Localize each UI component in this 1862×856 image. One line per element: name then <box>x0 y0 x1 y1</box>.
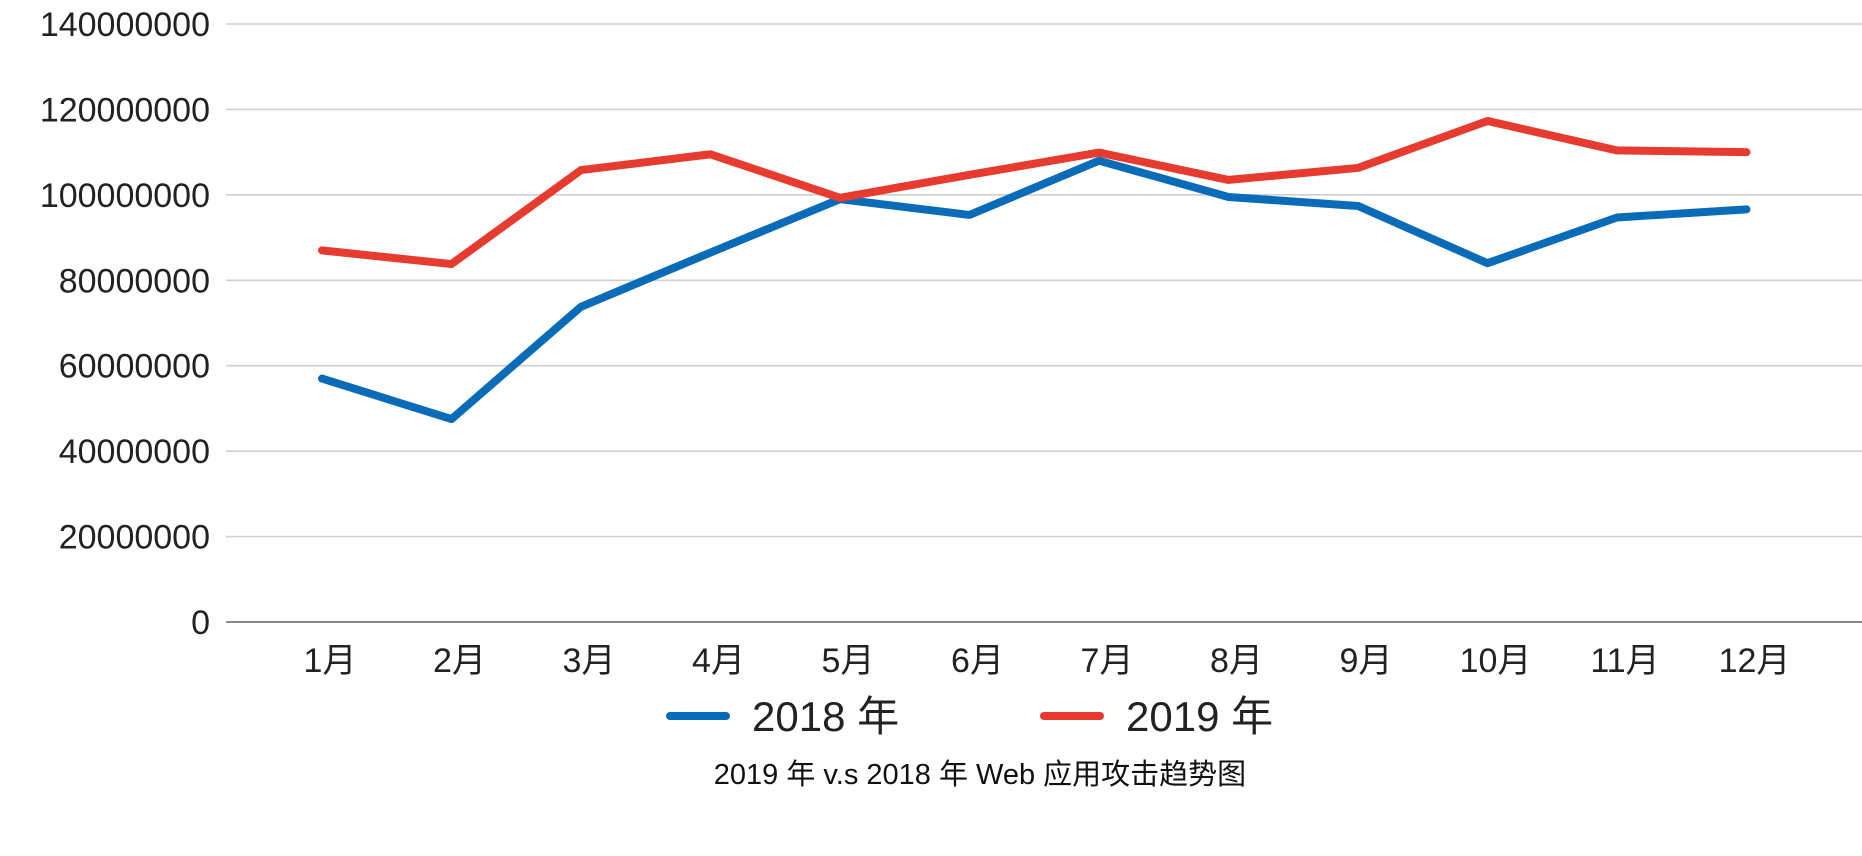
data-point <box>1096 149 1102 156</box>
data-point <box>1484 117 1491 124</box>
data-point <box>1484 260 1491 267</box>
x-tick-label: 8月 <box>1210 642 1263 680</box>
data-point <box>1743 149 1750 156</box>
gridlines <box>226 23 1862 623</box>
series-line-1 <box>318 156 1751 424</box>
data-point <box>707 249 714 256</box>
x-tick-label: 12月 <box>1719 642 1791 680</box>
x-tick-label: 7月 <box>1081 642 1134 680</box>
data-point <box>319 375 325 382</box>
data-point <box>448 261 455 268</box>
data-point <box>1614 214 1620 221</box>
y-axis: 0 20000000 40000000 60000000 80000000 1000000… <box>40 6 210 642</box>
data-point <box>1096 157 1102 164</box>
y-tick-label: 80000000 <box>59 262 210 300</box>
x-axis: 1月 2月 3月 4月 5月 6月 7月 8月 9月 10月 11月 12月 <box>304 642 1791 680</box>
series-line-2 <box>318 116 1751 269</box>
data-point <box>966 211 973 218</box>
x-tick-label: 4月 <box>692 642 745 680</box>
x-tick-label: 1月 <box>304 642 357 680</box>
x-tick-label: 5月 <box>822 642 875 680</box>
x-tick-label: 10月 <box>1460 642 1532 680</box>
data-point <box>1355 164 1361 171</box>
y-tick-label: 0 <box>191 604 210 642</box>
data-point <box>1355 202 1361 209</box>
data-point <box>1614 147 1620 154</box>
data-point <box>1225 176 1232 183</box>
data-point <box>837 194 843 201</box>
data-point <box>707 151 714 158</box>
data-point <box>578 167 584 174</box>
x-tick-label: 2月 <box>433 642 486 680</box>
x-tick-label: 9月 <box>1340 642 1393 680</box>
chart-title: 2019 年 v.s 2018 年 Web 应用攻击趋势图 <box>714 758 1246 791</box>
y-tick-label: 40000000 <box>59 433 210 471</box>
legend-label: 2018 年 <box>752 693 899 740</box>
y-tick-label: 100000000 <box>40 177 210 215</box>
series-lines <box>318 116 1751 424</box>
x-tick-label: 6月 <box>951 642 1004 680</box>
data-point <box>448 416 455 423</box>
y-tick-label: 60000000 <box>59 348 210 386</box>
legend-label: 2019 年 <box>1126 693 1273 740</box>
data-point <box>1225 193 1232 200</box>
y-tick-label: 20000000 <box>59 519 210 557</box>
data-point <box>1743 206 1750 213</box>
data-point <box>578 303 584 310</box>
legend: 2018 年 2019 年 <box>666 693 1273 740</box>
data-point <box>966 171 973 178</box>
y-tick-label: 120000000 <box>40 91 210 129</box>
y-tick-label: 140000000 <box>40 6 210 44</box>
data-point <box>319 247 325 254</box>
x-tick-label: 3月 <box>563 642 616 680</box>
x-tick-label: 11月 <box>1590 642 1659 680</box>
